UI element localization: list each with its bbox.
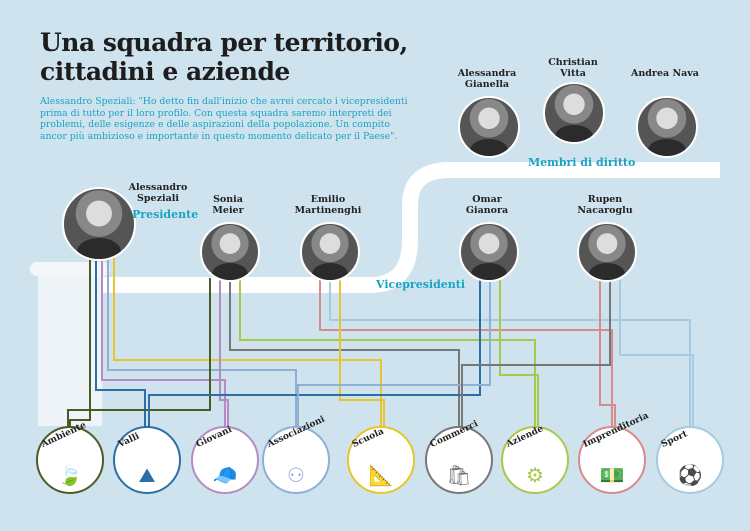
money-icon: 💵	[599, 463, 625, 487]
category-sport: Sport ⚽	[656, 426, 724, 494]
mountains-icon: ⛰	[138, 463, 156, 487]
photo-speziali	[62, 187, 136, 261]
name-meier: Sonia Meier	[212, 194, 244, 216]
title-line: Una squadra per territorio,	[40, 28, 408, 57]
compass-ruler-icon: 📐	[368, 463, 394, 487]
name-nava: Andrea Nava	[631, 68, 699, 79]
title-line: cittadini e aziende	[40, 57, 290, 86]
category-giovani: Giovani 🧢	[191, 425, 259, 494]
name-nacaroglu: Rupen Nacaroglu	[577, 194, 633, 216]
category-aziende: Aziende ⚙	[501, 424, 569, 494]
category-commerci: Commerci 🛍	[425, 419, 493, 494]
category-associazioni: Associazioni ⚇	[262, 415, 330, 494]
name-speziali: Alessandro Speziali	[128, 182, 188, 204]
people-circle-icon: ⚇	[287, 463, 305, 487]
category-scuola: Scuola 📐	[347, 426, 415, 494]
photo-vitta	[543, 82, 605, 144]
shopping-bag-icon: 🛍	[446, 463, 472, 487]
group-membri-di-diritto: Membri di diritto	[528, 156, 636, 169]
photo-meier	[200, 222, 260, 282]
photo-gianora	[459, 222, 519, 282]
name-martinenghi: Emilio Martinenghi	[294, 194, 362, 216]
group-vicepresidenti: Vicepresidenti	[376, 278, 466, 291]
leaf-icon: 🍃	[57, 463, 83, 487]
page-title: Una squadra per territorio, cittadini e a…	[40, 28, 408, 86]
name-gianella: Alessandra Gianella	[457, 68, 517, 90]
photo-gianella	[458, 96, 520, 158]
quote-text: Alessandro Speziali: "Ho detto fin dall'…	[40, 96, 408, 142]
name-vitta: Christian Vitta	[548, 57, 598, 79]
category-imprenditoria: Imprenditoria 💵	[578, 411, 650, 494]
photo-nava	[636, 96, 698, 158]
cap-icon: 🧢	[212, 463, 238, 487]
role-presidente: Presidente	[132, 208, 199, 221]
photo-martinenghi	[300, 222, 360, 282]
football-icon: ⚽	[677, 463, 703, 487]
photo-nacaroglu	[577, 222, 637, 282]
category-ambiente: Ambiente 🍃	[36, 420, 104, 494]
category-valli: Valli ⛰	[113, 426, 181, 494]
name-gianora: Omar Gianora	[465, 194, 509, 216]
gear-icon: ⚙	[526, 463, 544, 487]
